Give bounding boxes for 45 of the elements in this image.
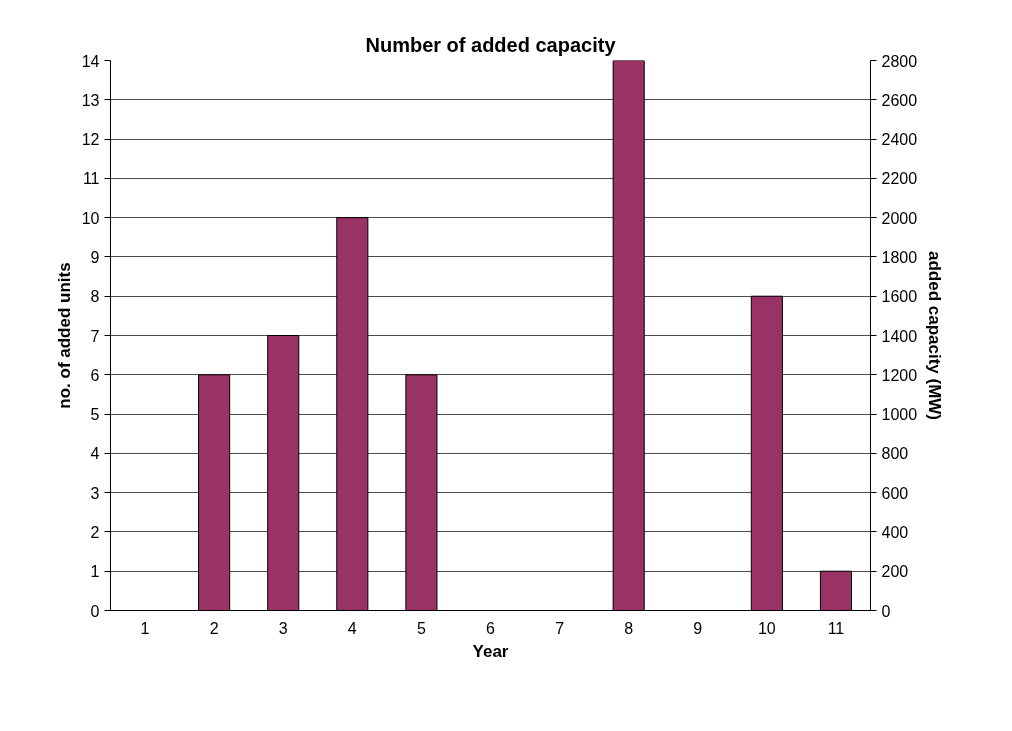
x-axis-title: Year	[472, 641, 509, 661]
x-tick-label: 3	[278, 619, 288, 637]
y2-tick-label: 0	[881, 602, 891, 620]
y2-tick-label: 2400	[881, 131, 918, 149]
y-tick-label: 12	[81, 131, 100, 149]
y2-tick-label: 800	[881, 445, 909, 463]
y2-axis-title: added capacity (MW)	[925, 250, 945, 421]
y-tick-label: 14	[81, 52, 100, 70]
y-tick-label: 3	[90, 484, 100, 502]
y2-tick-label: 2800	[881, 52, 918, 70]
y-tick-label: 0	[90, 602, 100, 620]
y2-tick-label: 600	[881, 484, 909, 502]
y-tick-label: 4	[90, 445, 100, 463]
y-tick-label: 9	[90, 248, 100, 266]
y-tick-label: 1	[90, 563, 100, 581]
x-tick-label: 6	[486, 619, 496, 637]
y-tick-label: 7	[90, 327, 100, 345]
y2-tick-label: 1800	[881, 248, 918, 266]
y-tick-label: 8	[90, 288, 100, 306]
y2-tick-label: 1000	[881, 406, 918, 424]
x-tick-label: 8	[624, 619, 634, 637]
x-tick-label: 2	[209, 619, 219, 637]
y2-tick-label: 200	[881, 563, 909, 581]
x-tick-label: 10	[757, 619, 776, 637]
x-tick-label: 1	[140, 619, 150, 637]
x-tick-label: 4	[347, 619, 357, 637]
x-tick-label: 9	[693, 619, 703, 637]
y2-tick-label: 400	[881, 523, 909, 541]
y2-tick-label: 1200	[881, 366, 918, 384]
x-tick-label: 5	[416, 619, 426, 637]
y2-tick-label: 2200	[881, 170, 918, 188]
y2-tick-label: 2600	[881, 91, 918, 109]
y-tick-label: 13	[81, 91, 100, 109]
y-tick-label: 10	[81, 209, 100, 227]
y2-tick-label: 2000	[881, 209, 918, 227]
chart-title: Number of added capacity	[365, 33, 617, 56]
x-tick-label: 7	[555, 619, 565, 637]
x-tick-label: 11	[827, 619, 845, 637]
y-tick-label: 6	[90, 366, 100, 384]
y2-tick-label: 1400	[881, 327, 918, 345]
y-tick-label: 11	[82, 170, 100, 188]
y-axis-title: no. of added units	[54, 262, 74, 409]
y2-tick-label: 1600	[881, 288, 918, 306]
y-tick-label: 2	[90, 523, 100, 541]
y-tick-label: 5	[90, 406, 100, 424]
